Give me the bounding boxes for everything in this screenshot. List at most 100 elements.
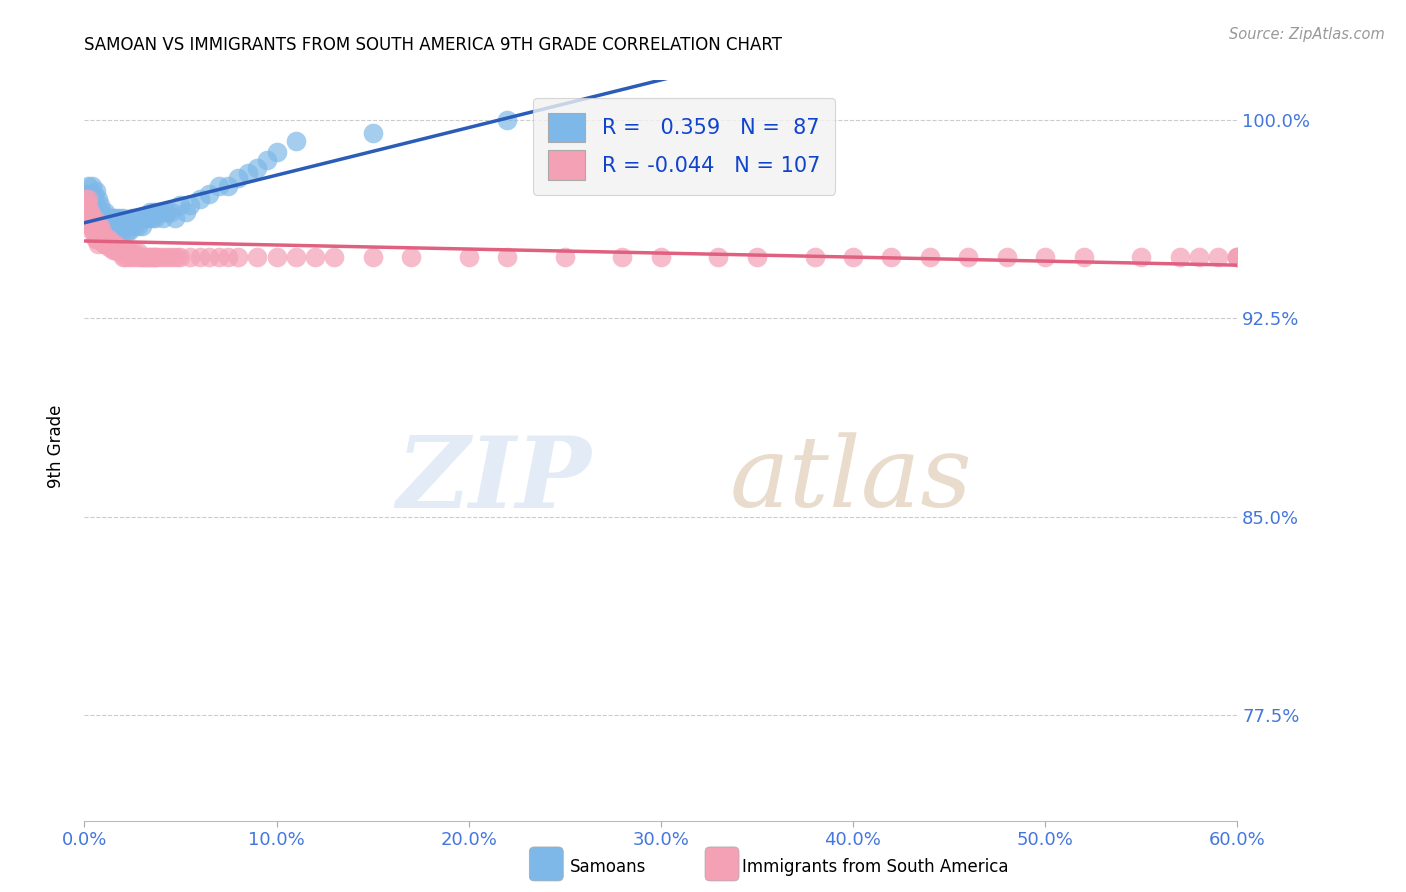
Point [141,211,163,225]
Point [89,224,111,238]
Point [166,251,188,265]
Point [75,205,97,219]
Point [361,126,384,140]
Point [266,251,288,265]
Point [98,240,121,254]
Point [1168,251,1191,265]
Point [131,219,153,233]
Point [138,205,160,219]
Point [80,219,103,233]
Point [87,219,110,233]
Point [179,251,201,265]
Point [93,224,115,238]
Point [150,205,173,219]
Point [105,219,128,233]
Point [84,185,107,199]
Point [1188,251,1211,265]
Point [90,205,112,219]
Text: SAMOAN VS IMMIGRANTS FROM SOUTH AMERICA 9TH GRADE CORRELATION CHART: SAMOAN VS IMMIGRANTS FROM SOUTH AMERICA … [84,36,782,54]
Point [256,153,278,167]
Point [87,192,110,206]
Point [94,205,117,219]
Point [96,237,118,252]
Point [156,205,179,219]
Point [153,251,176,265]
Point [842,251,865,265]
Point [80,211,103,225]
Point [150,251,173,265]
Point [323,251,346,265]
Point [1073,251,1095,265]
Point [1226,251,1249,265]
Point [77,192,100,206]
Point [83,211,105,225]
Point [104,224,127,238]
Point [79,197,101,211]
Point [84,197,107,211]
Point [132,211,155,225]
Legend: R =   0.359   N =  87, R = -0.044   N = 107: R = 0.359 N = 87, R = -0.044 N = 107 [533,98,835,194]
Point [80,224,103,238]
Point [496,251,519,265]
Point [152,211,174,225]
Point [75,186,97,201]
Point [105,243,128,257]
Point [89,211,111,225]
Point [103,243,124,257]
Point [169,197,191,211]
Point [198,251,221,265]
Point [115,245,138,260]
Point [79,219,101,233]
Point [111,224,134,238]
Point [96,232,118,246]
Point [108,224,131,238]
Point [83,211,105,225]
Point [96,211,118,225]
Point [127,219,149,233]
Point [84,224,107,238]
Point [87,237,110,252]
Point [136,251,159,265]
Point [266,145,288,159]
Point [918,251,941,265]
Point [83,224,105,238]
Point [77,211,100,225]
Point [1206,251,1229,265]
Point [745,251,768,265]
Point [77,179,100,194]
Text: Immigrants from South America: Immigrants from South America [742,858,1010,876]
Point [145,211,167,225]
Point [79,205,101,219]
Point [93,237,115,252]
Point [117,224,139,238]
Point [179,197,201,211]
Point [803,251,825,265]
Point [142,205,165,219]
Point [145,251,167,265]
Point [127,245,149,260]
Point [110,245,132,260]
Point [496,112,519,127]
Point [87,219,110,233]
Point [226,251,249,265]
Point [104,243,127,257]
Point [111,251,134,265]
Point [115,224,138,238]
Point [246,161,269,175]
Point [83,197,105,211]
Point [93,232,115,246]
Point [80,219,103,233]
Point [98,224,121,238]
Point [554,251,576,265]
Point [120,219,142,233]
Point [138,251,160,265]
Point [153,205,176,219]
Point [457,251,479,265]
Point [77,205,100,219]
Point [236,166,259,180]
Point [246,251,269,265]
Point [110,219,132,233]
Point [169,251,191,265]
Text: Samoans: Samoans [569,858,645,876]
Point [284,134,307,148]
